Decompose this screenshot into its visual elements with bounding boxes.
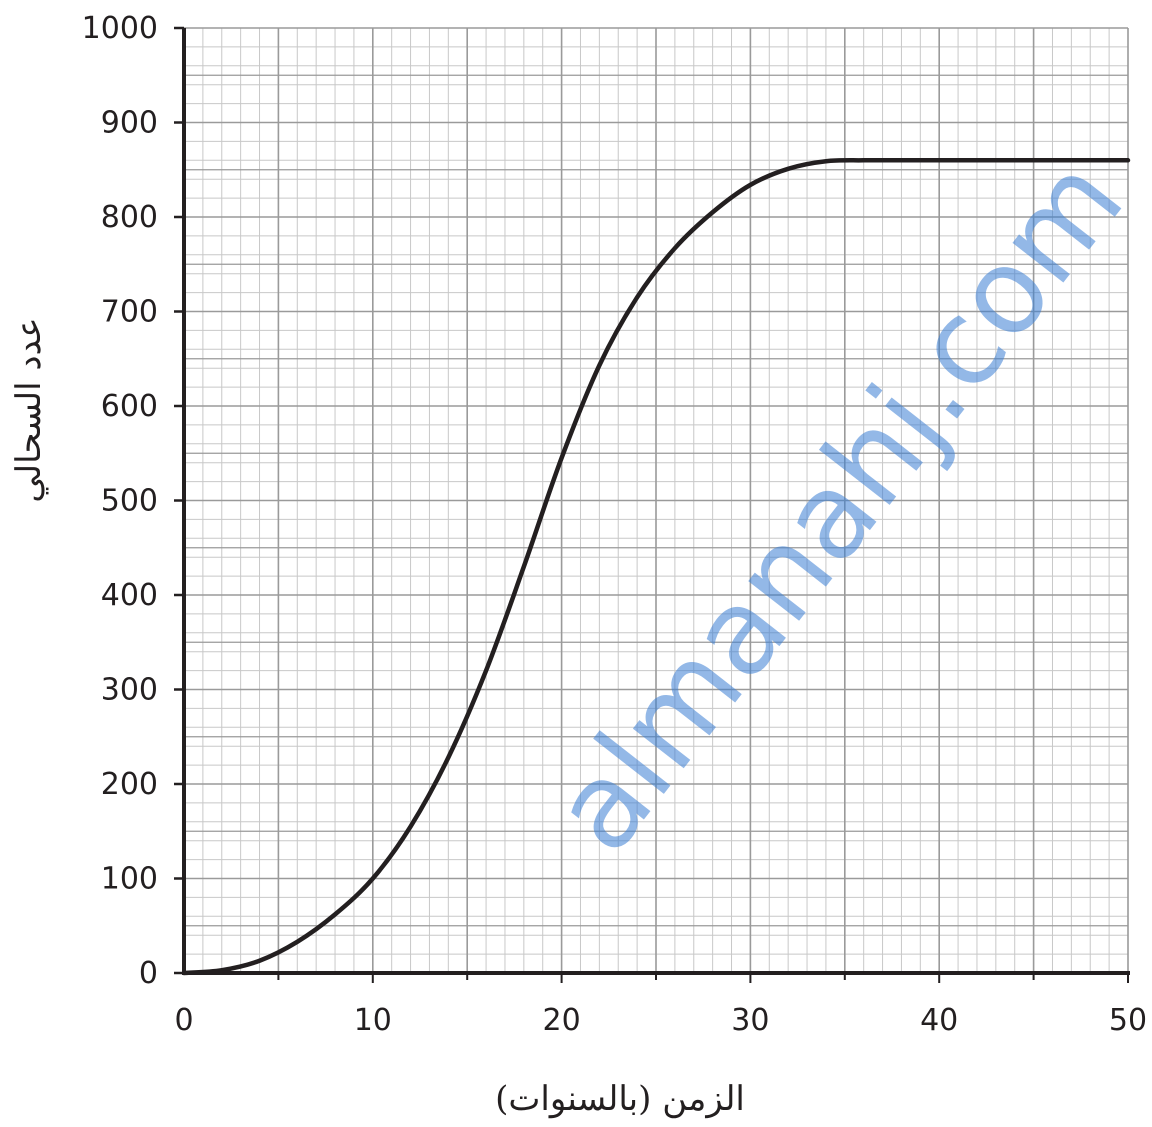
y-tick-label: 500 (101, 484, 158, 519)
series-line (181, 157, 1131, 976)
y-axis-title: عدد السحالي (9, 317, 49, 502)
y-tick-label: 400 (101, 578, 158, 613)
x-tick-label: 50 (1109, 1003, 1147, 1038)
x-tick-label: 0 (174, 1003, 193, 1038)
y-tick-label: 200 (101, 767, 158, 802)
y-tick-label: 700 (101, 295, 158, 330)
ticks-layer: 0 100 200 300 400 500 600 700 800 900 1000 0 10 20 30 4… (82, 11, 1147, 1038)
grid (184, 27, 1129, 973)
x-tick-label: 30 (731, 1003, 769, 1038)
y-tick-label: 300 (101, 673, 158, 708)
series-layer (181, 157, 1131, 976)
y-tick-label: 100 (101, 862, 158, 897)
y-tick-label: 0 (139, 956, 158, 991)
x-tick-label: 10 (354, 1003, 392, 1038)
y-tick-label: 600 (101, 389, 158, 424)
y-tick-label: 800 (101, 200, 158, 235)
x-tick-label: 20 (543, 1003, 581, 1038)
y-tick-label: 900 (101, 106, 158, 141)
y-tick-label: 1000 (82, 11, 158, 46)
x-tick-label: 40 (920, 1003, 958, 1038)
x-axis-title: الزمن (بالسنوات) (495, 1079, 745, 1119)
